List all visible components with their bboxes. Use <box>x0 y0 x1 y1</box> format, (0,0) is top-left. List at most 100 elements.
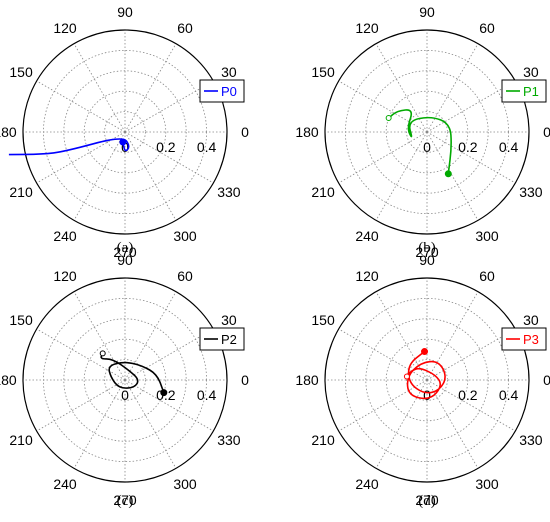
angle-tick-label: 240 <box>355 228 379 244</box>
end-marker <box>385 115 392 122</box>
grid-spoke <box>375 291 428 381</box>
start-marker <box>421 348 429 356</box>
angle-tick-label: 330 <box>217 432 241 448</box>
angle-tick-label: 120 <box>53 20 77 36</box>
grid-spoke <box>124 80 214 133</box>
angle-tick-label: 330 <box>519 432 543 448</box>
angle-tick-label: 330 <box>519 184 543 200</box>
grid-spoke <box>73 43 126 133</box>
grid-spoke <box>36 379 126 432</box>
grid-spoke <box>338 80 428 133</box>
grid-circle <box>365 70 489 194</box>
angle-tick-label: 120 <box>355 268 379 284</box>
grid-circle <box>365 318 489 442</box>
angle-tick-label: 180 <box>0 124 17 140</box>
grid-spoke <box>124 328 214 381</box>
angle-tick-label: 330 <box>217 184 241 200</box>
angle-tick-label: 30 <box>523 312 539 328</box>
outer-ring <box>22 29 228 235</box>
angle-tick-label: 240 <box>53 228 77 244</box>
grid-spoke <box>36 131 126 184</box>
legend-box <box>501 327 547 351</box>
angle-tick-label: 210 <box>311 184 335 200</box>
series-line-P0 <box>8 138 130 156</box>
angle-tick-label: 210 <box>311 432 335 448</box>
grid-spoke <box>338 131 428 184</box>
angle-tick-label: 120 <box>355 20 379 36</box>
legend-box <box>199 79 245 103</box>
panel-caption: (c) <box>117 493 134 509</box>
angle-tick-label: 0 <box>543 124 550 140</box>
grid-circle <box>63 70 187 194</box>
angle-tick-label: 180 <box>295 124 319 140</box>
polar-panel-3: 030609012015018021024027030033000.20.4P2… <box>0 252 249 509</box>
radial-tick-label: 0 <box>121 139 129 155</box>
start-marker <box>444 170 452 178</box>
grid-spoke <box>73 131 126 221</box>
radial-tick-label: 0.2 <box>458 387 478 403</box>
grid-spoke <box>124 131 177 221</box>
grid-spoke <box>73 291 126 381</box>
grid-circle <box>83 90 167 174</box>
angle-tick-label: 90 <box>117 4 133 20</box>
grid-circle <box>104 359 146 401</box>
angle-tick-label: 180 <box>0 372 17 388</box>
grid-spoke <box>36 328 126 381</box>
outer-ring <box>324 277 530 483</box>
angle-tick-label: 120 <box>53 268 77 284</box>
grid-spoke <box>124 291 177 381</box>
angle-tick-label: 150 <box>9 64 33 80</box>
angle-tick-label: 210 <box>9 184 33 200</box>
angle-tick-label: 300 <box>173 228 197 244</box>
grid-spoke <box>36 80 126 133</box>
legend-box <box>199 327 245 351</box>
grid-spoke <box>426 43 479 133</box>
angle-tick-label: 60 <box>479 20 495 36</box>
outer-ring <box>324 29 530 235</box>
legend-label: P2 <box>221 332 237 347</box>
radial-tick-label: 0.4 <box>499 139 519 155</box>
polar-panel-1: 0 30 60 90 120 150 180 210 240 270 300 330 0 0.2 0.4 P0… <box>0 4 249 260</box>
angle-tick-label: 0 <box>543 372 550 388</box>
radial-tick-label: 0.4 <box>197 139 217 155</box>
angle-tick-label: 300 <box>475 476 499 492</box>
angle-tick-label: 270 <box>113 244 137 260</box>
series-line-P3 <box>406 350 446 400</box>
grid-spoke <box>124 379 214 432</box>
series-line-P2 <box>100 353 165 393</box>
grid-spoke <box>426 80 516 133</box>
angle-tick-label: 240 <box>53 476 77 492</box>
polar-panel-4: 0 30 60 90 120 150 180 210 240 270 300 330 0 0.2 0.4 P3… <box>295 252 550 509</box>
grid-circle <box>385 338 469 422</box>
grid-spoke <box>426 328 516 381</box>
grid-spoke <box>73 379 126 469</box>
grid-spoke <box>426 379 516 432</box>
grid-circle <box>406 359 448 401</box>
grid-spoke <box>426 379 479 469</box>
angle-tick-label: 240 <box>355 476 379 492</box>
radial-tick-label: 0 <box>121 387 129 403</box>
angle-tick-label: 0 <box>241 372 249 388</box>
angle-tick-label: 30 <box>221 64 237 80</box>
angle-tick-label: 60 <box>177 268 193 284</box>
grid-spoke <box>426 291 479 381</box>
radial-tick-label: 0 <box>423 139 431 155</box>
angle-tick-label: 300 <box>475 228 499 244</box>
angle-tick-label: 210 <box>9 432 33 448</box>
radial-tick-label: 0 <box>423 387 431 403</box>
radial-tick-label: 0.2 <box>458 139 478 155</box>
grid-spoke <box>124 43 177 133</box>
angle-tick-label: 0 <box>241 124 249 140</box>
radial-tick-label: 0.2 <box>156 139 176 155</box>
grid-spoke <box>338 328 428 381</box>
panel-caption: (a) <box>117 240 134 256</box>
angle-tick-label: 30 <box>523 64 539 80</box>
angle-tick-label: 150 <box>9 312 33 328</box>
angle-tick-label: 300 <box>173 476 197 492</box>
grid-spoke <box>426 131 516 184</box>
angle-tick-label: 90 <box>117 252 133 268</box>
grid-circle <box>83 338 167 422</box>
angle-tick-label: 270 <box>415 244 439 260</box>
